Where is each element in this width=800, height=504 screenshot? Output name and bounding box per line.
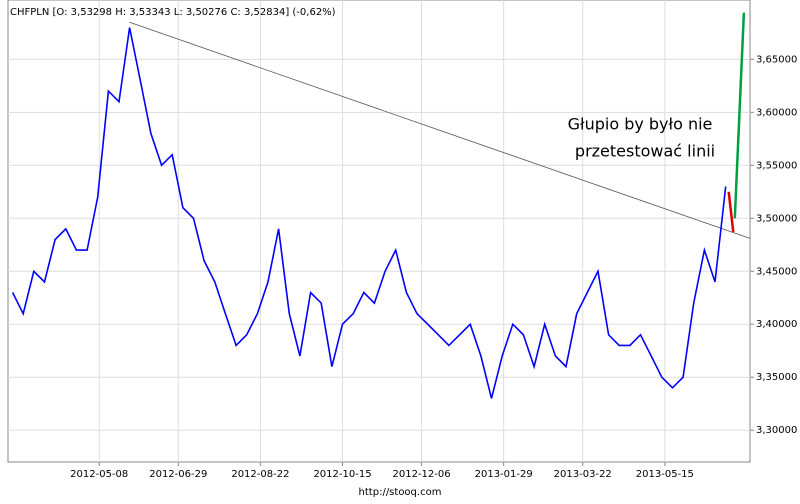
y-tick-label: 3,60000	[756, 107, 797, 118]
drawn-line	[727, 191, 735, 233]
x-tick-label: 2012-06-29	[149, 469, 207, 480]
x-tick-label: 2013-05-15	[636, 469, 694, 480]
annotation: Głupio by było nie	[568, 115, 713, 134]
x-tick-label: 2012-05-08	[70, 469, 128, 480]
y-tick-label: 3,55000	[756, 160, 797, 171]
drawn-line	[733, 12, 746, 219]
x-tick-label: 2012-08-22	[231, 469, 289, 480]
x-tick-label: 2013-03-22	[554, 469, 612, 480]
y-tick-label: 3,35000	[756, 372, 797, 383]
x-tick-label: 2012-12-06	[393, 469, 451, 480]
y-tick-label: 3,30000	[756, 425, 797, 436]
y-tick-label: 3,40000	[756, 319, 797, 330]
x-tick-label: 2012-10-15	[313, 469, 371, 480]
price-line	[11, 27, 727, 399]
drawn-line	[129, 21, 751, 239]
plot-frame	[7, 0, 751, 463]
y-tick-label: 3,50000	[756, 213, 797, 224]
y-tick-label: 3,45000	[756, 266, 797, 277]
y-tick-label: 3,65000	[756, 54, 797, 65]
x-tick-label: 2013-01-29	[475, 469, 533, 480]
chart-title: CHFPLN [O: 3,53298 H: 3,53343 L: 3,50276…	[10, 7, 336, 18]
footer: http://stooq.com	[359, 487, 442, 498]
annotation: przetestować linii	[575, 142, 715, 161]
